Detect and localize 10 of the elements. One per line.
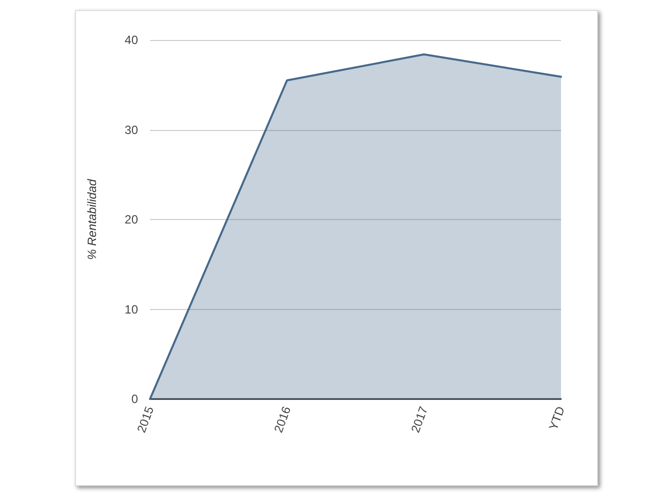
y-axis-title: % Rentabilidad [85,178,99,260]
x-tick-label: 2015 [134,404,157,434]
y-tick-label: 0 [131,392,138,406]
y-tick-label: 40 [124,33,138,47]
x-tick-label: 2016 [271,404,294,434]
y-tick-label: 20 [124,212,138,226]
x-tick-label: YTD [546,404,568,432]
x-tick-label: 2017 [408,404,431,434]
y-tick-label: 10 [124,302,138,316]
y-tick-label: 30 [124,122,138,137]
